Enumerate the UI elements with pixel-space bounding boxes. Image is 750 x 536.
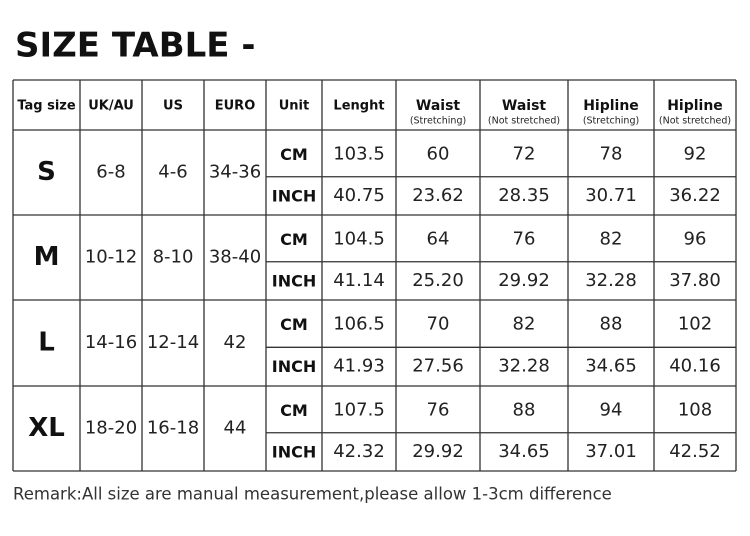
cell: 42.32 <box>333 441 385 462</box>
unit: INCH <box>272 357 316 376</box>
unit: INCH <box>272 271 316 290</box>
cell: 12-14 <box>147 332 199 353</box>
cell: 6-8 <box>96 162 125 183</box>
cell: 42 <box>224 332 247 353</box>
cell: 60 <box>427 143 450 164</box>
header-sub: (Not stretched) <box>488 116 560 127</box>
cell: 38-40 <box>209 247 261 268</box>
cell: 82 <box>513 314 536 335</box>
cell: 40.75 <box>333 185 385 206</box>
cell: 8-10 <box>153 247 194 268</box>
cell: 14-16 <box>85 332 137 353</box>
cell: 92 <box>684 143 707 164</box>
cell: 34.65 <box>585 356 637 377</box>
header-label: Lenght <box>333 99 384 114</box>
cell: 32.28 <box>498 356 550 377</box>
cell: 103.5 <box>333 143 385 164</box>
cell: 29.92 <box>498 270 550 291</box>
header-label: Unit <box>279 99 309 114</box>
unit: CM <box>280 145 308 164</box>
header-label: Hipline <box>667 98 723 114</box>
header-label: UK/AU <box>88 99 134 114</box>
unit: INCH <box>272 186 316 205</box>
header-label: Hipline <box>583 98 639 114</box>
header-label: Waist <box>416 98 461 114</box>
remark: Remark:All size are manual measurement,p… <box>13 485 612 504</box>
header-label: Waist <box>502 98 547 114</box>
cell: 29.92 <box>412 441 464 462</box>
cell: 102 <box>678 314 712 335</box>
cell: 76 <box>427 399 450 420</box>
size: L <box>38 328 55 358</box>
cell: 4-6 <box>158 162 187 183</box>
cell: 28.35 <box>498 185 550 206</box>
cell: 88 <box>600 314 623 335</box>
cell: 78 <box>600 143 623 164</box>
cell: 40.16 <box>669 356 721 377</box>
header-sub: (Stretching) <box>583 116 639 127</box>
cell: 108 <box>678 399 712 420</box>
cell: 107.5 <box>333 399 385 420</box>
cell: 64 <box>427 228 450 249</box>
size: S <box>37 157 56 187</box>
cell: 10-12 <box>85 247 137 268</box>
cell: 30.71 <box>585 185 637 206</box>
unit: INCH <box>272 442 316 461</box>
cell: 72 <box>513 143 536 164</box>
cell: 36.22 <box>669 185 721 206</box>
cell: 82 <box>600 228 623 249</box>
cell: 76 <box>513 228 536 249</box>
size: M <box>34 242 60 272</box>
cell: 18-20 <box>85 418 137 439</box>
cell: 37.80 <box>669 270 721 291</box>
unit: CM <box>280 315 308 334</box>
cell: 41.14 <box>333 270 385 291</box>
cell: 94 <box>600 399 623 420</box>
header-sub: (Not stretched) <box>659 116 731 127</box>
cell: 32.28 <box>585 270 637 291</box>
header-label: US <box>163 99 183 114</box>
cell: 96 <box>684 228 707 249</box>
cell: 25.20 <box>412 270 464 291</box>
header-sub: (Stretching) <box>410 116 466 127</box>
cell: 70 <box>427 314 450 335</box>
size: XL <box>28 413 65 443</box>
cell: 34.65 <box>498 441 550 462</box>
table: Tag size UK/AU US EURO Unit Lenght Waist (Stret… <box>12 79 737 472</box>
header-label: EURO <box>215 99 256 114</box>
cell: 44 <box>224 418 247 439</box>
cell: 23.62 <box>412 185 464 206</box>
cell: 37.01 <box>585 441 637 462</box>
cell: 41.93 <box>333 356 385 377</box>
cell: 42.52 <box>669 441 721 462</box>
cell: 27.56 <box>412 356 464 377</box>
cell: 34-36 <box>209 162 261 183</box>
header-label: Tag size <box>17 99 76 114</box>
unit: CM <box>280 230 308 249</box>
title: SIZE TABLE - <box>15 26 255 66</box>
cell: 16-18 <box>147 418 199 439</box>
cell: 104.5 <box>333 228 385 249</box>
unit: CM <box>280 401 308 420</box>
cell: 106.5 <box>333 314 385 335</box>
cell: 88 <box>513 399 536 420</box>
